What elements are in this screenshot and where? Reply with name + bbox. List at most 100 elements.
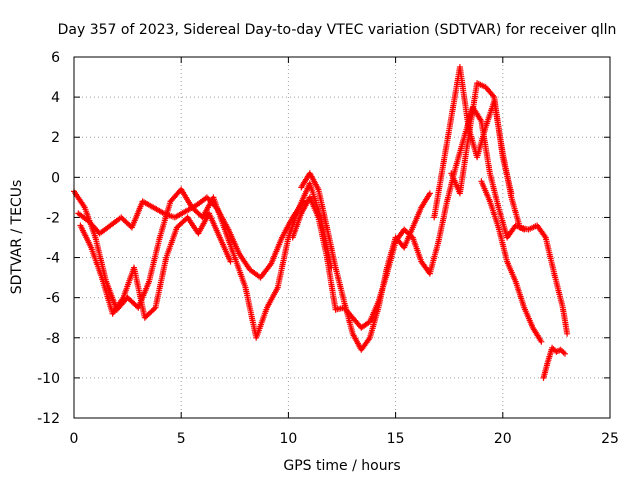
data-point xyxy=(454,166,457,169)
y-tick-label: -2 xyxy=(46,210,60,226)
data-point xyxy=(476,82,478,84)
data-point xyxy=(532,326,534,329)
data-point xyxy=(291,236,294,239)
data-point xyxy=(429,192,431,195)
data-point xyxy=(197,232,200,235)
data-point xyxy=(459,66,461,68)
data-point xyxy=(476,156,478,159)
data-point xyxy=(450,116,453,118)
data-point xyxy=(506,236,508,239)
data-point xyxy=(238,252,240,255)
data-point xyxy=(141,200,144,203)
data-point xyxy=(480,120,483,122)
y-tick-labels: -12 -10 -8 -6 -4 -2 0 2 4 6 xyxy=(37,50,60,427)
data-point xyxy=(184,210,187,213)
data-point xyxy=(195,204,198,207)
data-point xyxy=(553,272,556,275)
data-point xyxy=(317,188,320,191)
data-point xyxy=(519,226,521,229)
series-satellite-arc-9 xyxy=(540,344,568,381)
data-point xyxy=(201,216,204,219)
data-point xyxy=(343,306,345,309)
data-point xyxy=(334,266,337,269)
data-point xyxy=(302,200,305,203)
data-point xyxy=(386,272,388,275)
data-point xyxy=(98,232,101,235)
data-point xyxy=(459,192,461,195)
x-tick-labels: 0 5 10 15 20 25 xyxy=(70,431,619,447)
data-point xyxy=(83,206,86,209)
y-tick-label: -8 xyxy=(46,331,60,347)
data-point xyxy=(131,226,133,229)
y-tick-label: -4 xyxy=(46,251,60,267)
data-point xyxy=(510,192,513,195)
data-point xyxy=(309,182,311,185)
data-point xyxy=(94,236,97,239)
data-point xyxy=(506,260,508,263)
x-axis-label: GPS time / hours xyxy=(283,458,400,474)
data-point xyxy=(281,236,283,239)
data-point xyxy=(433,216,435,219)
data-point xyxy=(152,206,155,209)
data-point xyxy=(255,336,258,339)
y-tick-label: 0 xyxy=(51,170,60,186)
data-point xyxy=(351,316,354,319)
data-point xyxy=(309,172,311,175)
data-point xyxy=(555,351,558,353)
data-point xyxy=(249,268,251,271)
data-point xyxy=(360,349,363,351)
data-point xyxy=(317,216,320,219)
data-point xyxy=(154,306,157,309)
y-axis-label: SDTVAR / TECUs xyxy=(9,180,25,295)
data-point xyxy=(133,266,135,269)
data-point xyxy=(547,361,549,363)
data-point xyxy=(369,336,371,339)
data-point xyxy=(229,260,232,263)
data-point xyxy=(446,200,448,203)
data-point xyxy=(206,196,208,199)
data-point xyxy=(411,226,414,229)
data-point xyxy=(158,236,161,239)
data-point xyxy=(90,246,92,249)
data-point xyxy=(484,86,487,88)
data-point xyxy=(527,228,530,231)
data-point xyxy=(300,212,303,215)
data-point xyxy=(266,306,268,309)
data-point xyxy=(420,260,423,263)
data-point xyxy=(176,226,178,229)
data-point xyxy=(497,226,500,229)
data-point xyxy=(441,166,444,169)
data-point xyxy=(540,340,543,343)
data-point xyxy=(420,206,423,209)
x-tick-label: 20 xyxy=(494,431,512,447)
data-point xyxy=(126,296,129,299)
data-point xyxy=(493,96,496,98)
data-point xyxy=(234,256,236,259)
data-point xyxy=(502,156,504,159)
data-point xyxy=(369,320,371,323)
data-point xyxy=(208,212,210,215)
data-point xyxy=(377,300,380,303)
data-point xyxy=(467,136,470,139)
data-point xyxy=(334,308,337,311)
y-tick-label: -12 xyxy=(37,411,60,427)
x-tick-label: 25 xyxy=(601,431,619,447)
data-point xyxy=(510,196,513,199)
data-point xyxy=(523,306,526,309)
data-point xyxy=(270,262,273,265)
y-tick-label: -10 xyxy=(37,371,60,387)
data-point xyxy=(403,228,405,231)
data-point xyxy=(326,256,328,259)
data-point xyxy=(259,276,262,279)
data-point xyxy=(169,200,172,203)
data-point xyxy=(450,172,453,175)
x-tick-label: 0 xyxy=(70,431,79,447)
data-point xyxy=(122,296,125,299)
series-satellite-arc-2 xyxy=(75,194,307,281)
data-point xyxy=(514,224,517,227)
data-point xyxy=(514,280,517,283)
series-satellite-arc-8 xyxy=(478,178,545,345)
data-point xyxy=(326,226,328,229)
chart-title: Day 357 of 2023, Sidereal Day-to-day VTE… xyxy=(58,22,617,38)
